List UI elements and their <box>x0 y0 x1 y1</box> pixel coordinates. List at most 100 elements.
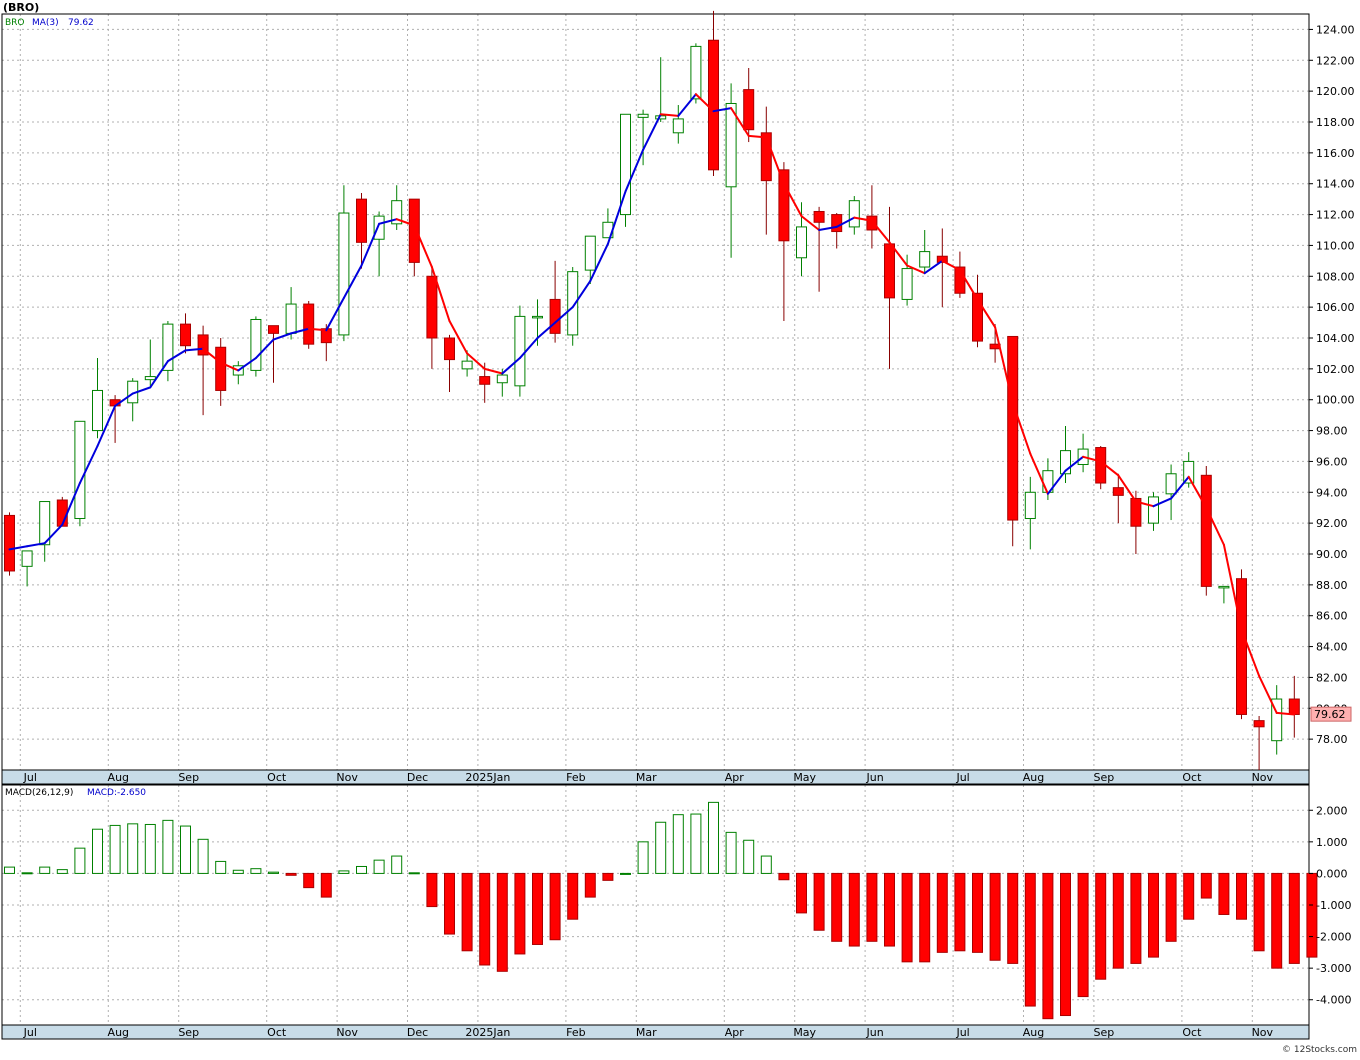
price-tick-label: 114.00 <box>1316 178 1355 191</box>
candle-body <box>620 113 631 216</box>
candle-body <box>215 346 227 391</box>
macd-bar <box>1218 872 1230 915</box>
macd-month-label: Aug <box>108 1026 129 1039</box>
ma3-line-segment <box>1117 474 1137 503</box>
macd-tick-label: 0.000 <box>1316 867 1348 880</box>
ma3-line-segment <box>765 136 785 185</box>
ma3-line-segment <box>677 93 697 117</box>
moving-average-layer <box>8 93 1296 716</box>
ma3-line-segment <box>782 182 803 218</box>
macd-bar <box>972 872 983 953</box>
candle-body <box>356 198 367 243</box>
price-tick-label: 96.00 <box>1316 455 1348 468</box>
macd-date-axis-band <box>2 1025 1309 1039</box>
macd-bar <box>1271 872 1283 969</box>
last-price-label: 79.62 <box>1314 708 1346 721</box>
price-tick-label: 102.00 <box>1316 363 1355 376</box>
macd-bar <box>584 872 596 898</box>
macd-tick-label: 1.000 <box>1316 836 1348 849</box>
ma3-line-segment <box>342 264 363 299</box>
macd-month-label: Nov <box>1252 1026 1274 1039</box>
macd-tick-label: -4.000 <box>1316 994 1351 1007</box>
macd-bar <box>1024 872 1036 1007</box>
candle-body <box>1148 496 1159 524</box>
macd-month-label: Mar <box>636 1026 657 1039</box>
price-month-label: Sep <box>178 771 199 784</box>
macd-bar <box>796 872 807 914</box>
candle-body <box>144 376 156 381</box>
macd-bar <box>109 824 121 874</box>
ma3-line-segment <box>589 242 609 282</box>
macd-month-label: Jun <box>866 1026 884 1039</box>
macd-month-label: Dec <box>407 1026 428 1039</box>
macd-bar <box>936 872 948 953</box>
macd-tick-label: 2.000 <box>1316 804 1348 817</box>
price-tick-label: 116.00 <box>1316 147 1355 160</box>
price-tick-label: 90.00 <box>1316 548 1348 561</box>
macd-bar <box>1183 872 1195 920</box>
candle-body <box>743 89 755 131</box>
ma3-line-segment <box>307 327 328 332</box>
candle-body <box>796 226 807 259</box>
candle-body <box>831 214 843 233</box>
macd-bar <box>1288 872 1300 964</box>
ma3-line-segment <box>1187 475 1208 509</box>
ma3-line-segment <box>149 360 169 389</box>
macd-bar <box>1130 872 1142 964</box>
macd-tick-label: -1.000 <box>1316 899 1351 912</box>
macd-bar <box>549 872 561 941</box>
ma3-line-segment <box>747 134 768 139</box>
ma3-line-segment <box>571 279 592 309</box>
macd-tick-label: -3.000 <box>1316 962 1351 975</box>
macd-month-label: Oct <box>1182 1026 1202 1039</box>
macd-bar <box>74 847 86 874</box>
price-month-label: Nov <box>336 771 358 784</box>
ma3-line-segment <box>219 361 240 372</box>
candle-body <box>1007 335 1019 521</box>
macd-bar <box>180 825 191 874</box>
candle-body <box>479 376 491 385</box>
candle-body <box>672 118 684 134</box>
price-month-label: Sep <box>1094 771 1115 784</box>
macd-bar <box>4 866 15 874</box>
price-tick-label: 110.00 <box>1316 239 1355 252</box>
ma3-line-segment <box>835 216 856 228</box>
candle-body <box>1218 585 1230 589</box>
candle-body <box>21 550 33 567</box>
price-tick-label: 112.00 <box>1316 209 1355 222</box>
ma3-line-segment <box>114 392 134 407</box>
ma3-line-segment <box>43 523 64 545</box>
macd-bar <box>56 869 68 874</box>
candle-body <box>39 501 51 546</box>
ma3-line-segment <box>26 542 46 548</box>
price-tick-label: 104.00 <box>1316 332 1355 345</box>
price-month-label: May <box>793 771 816 784</box>
panel-frames <box>1 13 1310 1040</box>
price-month-label: Jul <box>23 771 37 784</box>
candle-body <box>373 215 385 240</box>
macd-bar <box>708 801 719 874</box>
candle-body <box>1183 460 1195 484</box>
macd-bar <box>373 859 385 874</box>
price-tick-label: 108.00 <box>1316 270 1355 283</box>
ma3-line-segment <box>870 219 891 244</box>
macd-bar <box>1253 872 1265 952</box>
price-tick-label: 122.00 <box>1316 54 1355 67</box>
macd-month-label: Oct <box>267 1026 287 1039</box>
macd-bar <box>197 838 209 874</box>
ma3-line-segment <box>395 218 416 227</box>
price-month-label: Apr <box>725 771 745 784</box>
macd-bar <box>567 872 579 920</box>
macd-tick-label: -2.000 <box>1316 931 1351 944</box>
price-month-label: Jun <box>866 771 884 784</box>
macd-bar <box>338 870 350 874</box>
ma3-line-segment <box>325 296 345 332</box>
ma3-line-segment <box>483 367 504 375</box>
macd-bar <box>496 872 508 972</box>
price-date-axis-band <box>2 770 1309 784</box>
ma3-line-segment <box>184 347 205 352</box>
macd-bar <box>602 872 614 881</box>
candle-body <box>567 271 579 336</box>
macd-bar <box>303 872 315 889</box>
